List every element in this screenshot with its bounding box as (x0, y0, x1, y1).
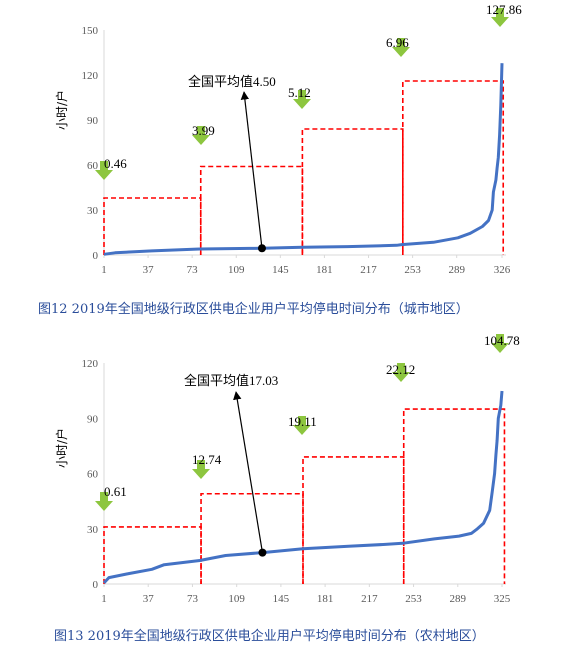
x-tick-label: 109 (228, 264, 245, 276)
down-arrow-icon (392, 38, 410, 57)
level-box (103, 197, 202, 255)
x-tick-label: 217 (360, 264, 377, 276)
level-box (200, 492, 304, 584)
level-box (402, 408, 506, 584)
mean-arrow (240, 91, 263, 249)
y-tick-label: 120 (82, 358, 99, 370)
figure-caption-urban: 图12 2019年全国地级行政区供电企业用户平均停电时间分布（城市地区） (38, 301, 469, 317)
down-arrow-icon (491, 334, 509, 353)
level-value-label: 127.86 (486, 2, 522, 17)
y-tick-label: 90 (87, 413, 99, 425)
x-tick-label: 1 (101, 593, 107, 605)
level-value-label: 3.99 (192, 123, 215, 138)
x-tick-label: 253 (405, 593, 422, 605)
x-tick-label: 289 (448, 264, 465, 276)
x-tick-label: 217 (361, 593, 378, 605)
urban-outage-chart: 0 30 60 90 120 150 1 37 73 109 145 181 217 253 289 326 小… (54, 2, 522, 276)
x-tick-label: 109 (228, 593, 245, 605)
y-axis-label: 小时/户 (54, 428, 69, 468)
level-value-label: 104.78 (484, 333, 520, 348)
mean-label: 全国平均值17.03 (184, 373, 278, 388)
y-tick-label: 120 (82, 70, 99, 82)
level-value-label: 12.74 (192, 452, 222, 467)
down-arrow-icon (392, 363, 410, 382)
figure-caption-rural: 图13 2019年全国地级行政区供电企业用户平均停电时间分布（农村地区） (54, 628, 485, 644)
y-tick-label: 60 (87, 160, 99, 172)
level-value-label: 22.12 (386, 362, 415, 377)
series-line (103, 63, 504, 256)
level-value-label: 0.61 (104, 484, 127, 499)
level-box (302, 456, 405, 584)
y-tick-label: 0 (93, 250, 99, 262)
level-value-label: 6.96 (386, 35, 409, 50)
y-tick-label: 60 (87, 469, 99, 481)
level-box (301, 128, 404, 255)
y-tick-label: 150 (82, 25, 99, 37)
y-tick-label: 30 (87, 205, 99, 217)
x-tick-label: 181 (316, 264, 333, 276)
series-line (102, 390, 504, 584)
mean-arrow (233, 391, 264, 553)
x-tick-label: 325 (494, 593, 511, 605)
x-tick-label: 73 (187, 264, 199, 276)
y-tick-label: 0 (93, 579, 99, 591)
down-arrow-icon (192, 126, 210, 145)
down-arrow-icon (491, 8, 509, 27)
level-value-label: 19.11 (288, 414, 317, 429)
level-box (103, 526, 202, 584)
down-arrow-icon (95, 492, 113, 511)
x-tick-label: 145 (272, 264, 289, 276)
x-tick-label: 37 (143, 264, 155, 276)
level-value-label: 5.12 (288, 85, 311, 100)
down-arrow-icon (95, 161, 113, 180)
x-tick-label: 37 (143, 593, 155, 605)
level-value-label: 0.46 (104, 156, 127, 171)
x-tick-label: 289 (450, 593, 467, 605)
x-tick-label: 145 (273, 593, 290, 605)
level-box (402, 80, 505, 255)
down-arrow-icon (293, 90, 311, 109)
y-tick-label: 90 (87, 115, 99, 127)
x-tick-label: 1 (101, 264, 107, 276)
x-tick-label: 253 (404, 264, 421, 276)
mean-label: 全国平均值4.50 (188, 74, 276, 89)
y-tick-label: 30 (87, 524, 99, 536)
level-box (199, 165, 304, 255)
down-arrow-icon (192, 460, 210, 479)
rural-outage-chart: 0 30 60 90 120 1 37 73 109 145 181 217 253 289 325 小时/户… (54, 333, 520, 605)
y-axis-label: 小时/户 (54, 90, 69, 130)
down-arrow-icon (293, 416, 311, 435)
x-tick-label: 181 (317, 593, 334, 605)
x-tick-label: 326 (494, 264, 511, 276)
x-tick-label: 73 (187, 593, 199, 605)
